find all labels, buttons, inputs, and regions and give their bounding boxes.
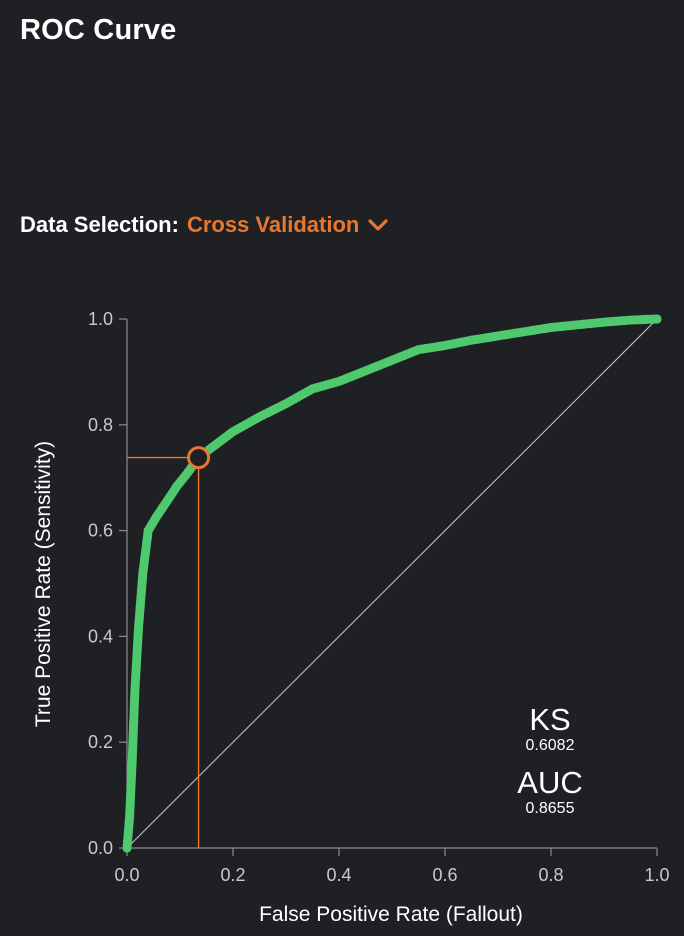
y-tick-label: 0.8 xyxy=(88,415,113,435)
chevron-down-icon xyxy=(368,219,388,231)
selected-threshold-marker[interactable] xyxy=(187,446,211,470)
x-axis-ticks: 0.0 0.2 0.4 0.6 0.8 1.0 xyxy=(114,848,670,885)
ks-label: KS xyxy=(529,702,570,737)
data-selection: Data Selection: Cross Validation xyxy=(20,212,389,238)
roc-points xyxy=(122,314,662,853)
data-selection-dropdown[interactable]: Cross Validation xyxy=(187,212,389,238)
roc-point xyxy=(652,314,662,324)
x-axis-label: False Positive Rate (Fallout) xyxy=(259,903,523,926)
x-tick-label: 1.0 xyxy=(644,865,669,885)
auc-label: AUC xyxy=(517,765,582,800)
x-tick-label: 0.4 xyxy=(326,865,351,885)
y-tick-label: 0.4 xyxy=(88,626,113,646)
x-tick-label: 0.0 xyxy=(114,865,139,885)
x-tick-label: 0.6 xyxy=(432,865,457,885)
page-title: ROC Curve xyxy=(20,14,177,46)
auc-value: 0.8655 xyxy=(526,800,575,817)
metrics-panel: KS 0.6082 AUC 0.8655 xyxy=(517,702,582,817)
y-tick-label: 0.0 xyxy=(88,838,113,858)
y-tick-label: 0.2 xyxy=(88,732,113,752)
y-axis-ticks: 0.0 0.2 0.4 0.6 0.8 1.0 xyxy=(88,309,127,858)
x-tick-label: 0.2 xyxy=(220,865,245,885)
selected-point-guides xyxy=(127,456,200,848)
ks-value: 0.6082 xyxy=(526,737,575,754)
y-tick-label: 1.0 xyxy=(88,309,113,329)
data-selection-label: Data Selection: xyxy=(20,212,179,237)
data-selection-value: Cross Validation xyxy=(186,212,360,237)
y-axis-label: True Positive Rate (Sensitivity) xyxy=(32,441,55,727)
chart-axes xyxy=(126,319,657,849)
y-tick-label: 0.6 xyxy=(88,521,113,541)
x-tick-label: 0.8 xyxy=(538,865,563,885)
random-baseline xyxy=(126,318,658,849)
